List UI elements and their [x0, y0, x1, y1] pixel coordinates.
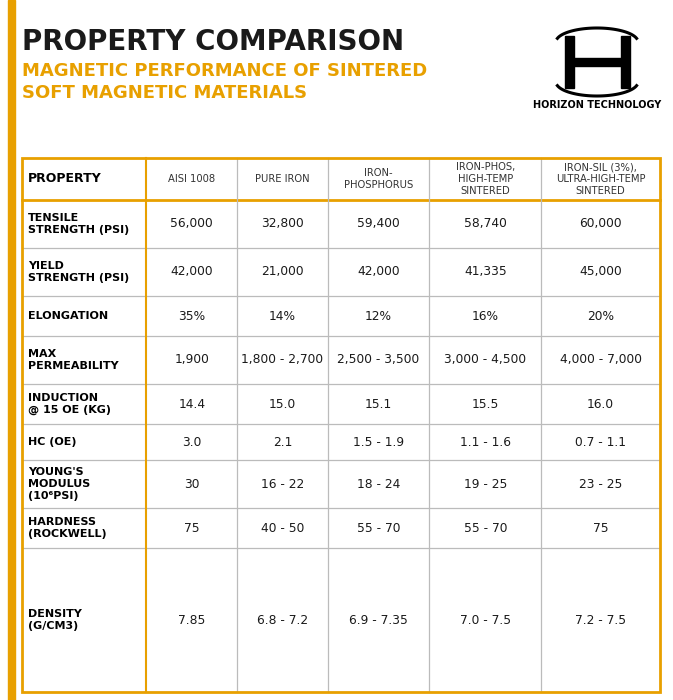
Text: 21,000: 21,000	[261, 265, 304, 279]
Text: 7.0 - 7.5: 7.0 - 7.5	[460, 613, 511, 626]
Bar	[565, 36, 573, 88]
Text: 18 - 24: 18 - 24	[357, 477, 400, 491]
Text: 42,000: 42,000	[170, 265, 213, 279]
Text: 56,000: 56,000	[170, 218, 213, 230]
Text: 12%: 12%	[365, 309, 392, 323]
Text: PROPERTY: PROPERTY	[28, 172, 102, 186]
Text: INDUCTION
@ 15 OE (KG): INDUCTION @ 15 OE (KG)	[28, 393, 111, 415]
Text: PURE IRON: PURE IRON	[255, 174, 310, 184]
Text: TENSILE
STRENGTH (PSI): TENSILE STRENGTH (PSI)	[28, 214, 129, 235]
Text: 60,000: 60,000	[579, 218, 622, 230]
Text: IRON-PHOS,
HIGH-TEMP
SINTERED: IRON-PHOS, HIGH-TEMP SINTERED	[456, 162, 515, 195]
Bar	[8, 0, 15, 700]
Text: 3.0: 3.0	[182, 435, 201, 449]
Text: MAX
PERMEABILITY: MAX PERMEABILITY	[28, 349, 118, 371]
Text: 4,000 - 7,000: 4,000 - 7,000	[560, 354, 641, 367]
Text: 20%: 20%	[587, 309, 614, 323]
Text: 40 - 50: 40 - 50	[261, 522, 304, 535]
Text: 59,400: 59,400	[357, 218, 400, 230]
Text: 45,000: 45,000	[579, 265, 622, 279]
Text: 14%: 14%	[269, 309, 296, 323]
Text: 14.4: 14.4	[178, 398, 205, 410]
Text: 1.5 - 1.9: 1.5 - 1.9	[353, 435, 404, 449]
Text: 30: 30	[184, 477, 199, 491]
Text: 16.0: 16.0	[587, 398, 614, 410]
Text: HARDNESS
(ROCKWELL): HARDNESS (ROCKWELL)	[28, 517, 106, 539]
Text: ELONGATION: ELONGATION	[28, 311, 108, 321]
Bar	[22, 158, 660, 692]
Text: HORIZON TECHNOLOGY: HORIZON TECHNOLOGY	[533, 100, 661, 110]
Text: AISI 1008: AISI 1008	[168, 174, 215, 184]
Text: 41,335: 41,335	[464, 265, 507, 279]
Text: YOUNG'S
MODULUS
(10⁶PSI): YOUNG'S MODULUS (10⁶PSI)	[28, 468, 90, 500]
Text: 58,740: 58,740	[464, 218, 507, 230]
Text: 35%: 35%	[178, 309, 205, 323]
Text: 7.85: 7.85	[178, 613, 205, 626]
Text: IRON-
PHOSPHORUS: IRON- PHOSPHORUS	[344, 168, 413, 190]
Text: 15.5: 15.5	[472, 398, 499, 410]
Bar	[621, 36, 629, 88]
Text: YIELD
STRENGTH (PSI): YIELD STRENGTH (PSI)	[28, 261, 129, 283]
Text: 1,800 - 2,700: 1,800 - 2,700	[242, 354, 324, 367]
Text: IRON-SIL (3%),
ULTRA-HIGH-TEMP
SINTERED: IRON-SIL (3%), ULTRA-HIGH-TEMP SINTERED	[556, 162, 645, 195]
Text: 3,000 - 4,500: 3,000 - 4,500	[444, 354, 526, 367]
Text: 6.8 - 7.2: 6.8 - 7.2	[257, 613, 308, 626]
Text: 15.1: 15.1	[365, 398, 392, 410]
Text: 2,500 - 3,500: 2,500 - 3,500	[337, 354, 420, 367]
Text: 75: 75	[593, 522, 608, 535]
Text: 7.2 - 7.5: 7.2 - 7.5	[575, 613, 626, 626]
Text: 0.7 - 1.1: 0.7 - 1.1	[575, 435, 626, 449]
Text: 55 - 70: 55 - 70	[357, 522, 400, 535]
Text: 1.1 - 1.6: 1.1 - 1.6	[460, 435, 511, 449]
Text: 16%: 16%	[472, 309, 499, 323]
Text: PROPERTY COMPARISON: PROPERTY COMPARISON	[22, 28, 404, 56]
Text: 55 - 70: 55 - 70	[464, 522, 507, 535]
Text: HC (OE): HC (OE)	[28, 437, 77, 447]
Text: 19 - 25: 19 - 25	[464, 477, 507, 491]
Text: 6.9 - 7.35: 6.9 - 7.35	[349, 613, 408, 626]
Text: 42,000: 42,000	[357, 265, 400, 279]
Text: 23 - 25: 23 - 25	[579, 477, 623, 491]
Text: 75: 75	[184, 522, 200, 535]
Text: 2.1: 2.1	[273, 435, 292, 449]
Text: 1,900: 1,900	[174, 354, 209, 367]
Text: 16 - 22: 16 - 22	[261, 477, 304, 491]
Text: 32,800: 32,800	[261, 218, 304, 230]
Text: 15.0: 15.0	[269, 398, 296, 410]
Text: MAGNETIC PERFORMANCE OF SINTERED
SOFT MAGNETIC MATERIALS: MAGNETIC PERFORMANCE OF SINTERED SOFT MA…	[22, 62, 427, 102]
Text: DENSITY
(G/CM3): DENSITY (G/CM3)	[28, 609, 82, 631]
Bar	[573, 58, 621, 66]
